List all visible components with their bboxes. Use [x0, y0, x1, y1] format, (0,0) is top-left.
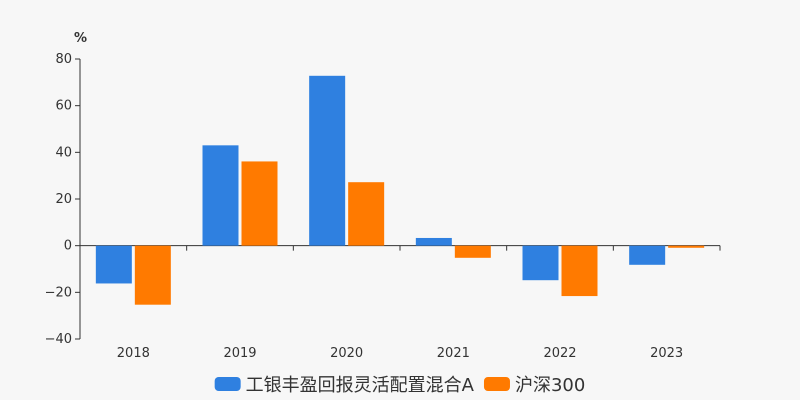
legend-item: 工银丰盈回报灵活配置混合A: [214, 375, 475, 396]
bar-fund-2023: [629, 245, 666, 265]
bar-index-2020: [348, 182, 385, 246]
legend-key: [214, 377, 241, 391]
y-tick-label: 40: [55, 145, 72, 160]
legend-key: [483, 377, 510, 391]
x-tick-label: 2023: [650, 346, 683, 361]
legend-item: 沪深300: [483, 375, 585, 396]
y-tick-label: −40: [45, 332, 72, 347]
bar-index-2022: [561, 245, 598, 297]
y-axis-unit-label: %: [74, 31, 87, 46]
bar-fund-2020: [309, 75, 346, 246]
bar-index-2023: [668, 245, 705, 248]
bars-group: [95, 75, 705, 305]
legend-label: 沪深300: [515, 375, 585, 396]
x-tick-label: 2022: [543, 346, 576, 361]
bar-index-2019: [241, 161, 278, 246]
legend: 工银丰盈回报灵活配置混合A 沪深300: [214, 375, 585, 396]
x-tick-label: 2020: [330, 346, 363, 361]
bar-index-2021: [454, 245, 491, 258]
x-tick-label: 2019: [223, 346, 256, 361]
bar-fund-2021: [415, 237, 452, 246]
bar-fund-2022: [522, 245, 559, 281]
x-tick-label: 2018: [117, 346, 150, 361]
legend-label: 工银丰盈回报灵活配置混合A: [246, 375, 475, 396]
y-tick-label: −20: [45, 285, 72, 300]
bar-fund-2019: [202, 145, 239, 246]
y-tick-label: 60: [55, 99, 72, 114]
y-tick-label: 20: [55, 192, 72, 207]
y-tick-label: 80: [55, 52, 72, 67]
y-tick-label: 0: [64, 239, 72, 254]
bar-index-2018: [134, 245, 171, 305]
bar-fund-2018: [95, 245, 132, 284]
axes: −40 −20 0 20 40 60 80 2018 2019 2020 2021 2022 2023: [45, 52, 721, 361]
x-tick-label: 2021: [437, 346, 470, 361]
